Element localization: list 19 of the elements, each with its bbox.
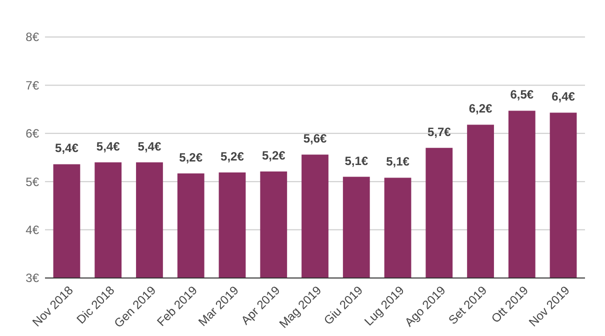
- data-label: 5,4€: [138, 139, 162, 154]
- data-label: 5,2€: [262, 148, 286, 162]
- data-label: 5,2€: [179, 150, 203, 164]
- y-tick-label: 5€: [26, 174, 40, 189]
- data-label: 5,1€: [386, 154, 410, 169]
- data-label: 6,2€: [468, 102, 493, 116]
- data-label: 5,4€: [55, 141, 79, 156]
- y-tick-label: 4€: [26, 223, 40, 237]
- y-tick-label: 3€: [26, 271, 40, 286]
- data-label: 5,6€: [303, 132, 327, 146]
- data-label: 5,1€: [344, 154, 368, 168]
- data-label: 6,5€: [510, 88, 534, 102]
- data-label: 5,2€: [220, 149, 244, 164]
- y-tick-label: 8€: [26, 30, 40, 44]
- y-tick-label: 7€: [26, 78, 40, 92]
- data-label: 5,7€: [427, 124, 452, 139]
- y-tick-label: 6€: [26, 126, 40, 141]
- data-label: 6,4€: [552, 90, 576, 104]
- data-label: 5,4€: [96, 139, 120, 154]
